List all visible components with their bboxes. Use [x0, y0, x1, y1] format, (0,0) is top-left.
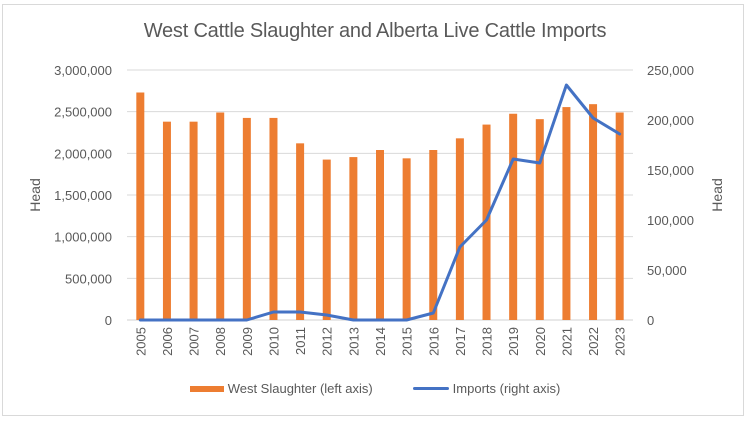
bar — [535, 119, 544, 321]
bar — [589, 104, 598, 321]
y-tick-label: 0 — [105, 313, 112, 328]
x-tick-label: 2010 — [266, 327, 281, 356]
y-tick-label: 2,000,000 — [54, 146, 112, 161]
y-axis-right-title: Head — [709, 178, 725, 211]
bar — [349, 157, 358, 320]
bar — [429, 150, 438, 320]
bar — [189, 121, 198, 321]
y-right-tick-label: 100,000 — [647, 213, 694, 228]
bar-series-west-slaughter — [136, 92, 624, 321]
x-tick-label: 2014 — [373, 327, 388, 356]
bar — [322, 159, 331, 320]
x-tick-label: 2022 — [586, 327, 601, 356]
x-tick-label: 2008 — [213, 327, 228, 356]
y-tick-label: 1,000,000 — [54, 230, 112, 245]
legend-label: Imports (right axis) — [452, 381, 561, 396]
y-tick-label: 3,000,000 — [54, 63, 112, 78]
bar — [269, 117, 278, 321]
x-tick-label: 2013 — [346, 327, 361, 356]
bar — [509, 113, 518, 320]
x-axis-ticks: 2005 2006 2007 2008 2009 2010 2011 2012 2013 2014… — [133, 327, 627, 356]
bar — [482, 124, 491, 320]
bar — [162, 121, 171, 321]
legend-label: West Slaughter (left axis) — [227, 381, 373, 396]
x-tick-label: 2017 — [453, 327, 468, 356]
bar — [242, 117, 251, 321]
x-tick-label: 2018 — [480, 327, 495, 356]
x-tick-label: 2019 — [506, 327, 521, 356]
x-tick-label: 2005 — [133, 327, 148, 356]
bar — [136, 92, 145, 320]
bar — [376, 150, 384, 320]
bar — [402, 158, 411, 320]
x-tick-label: 2021 — [559, 327, 574, 356]
x-tick-label: 2020 — [533, 327, 548, 356]
x-tick-label: 2015 — [400, 327, 415, 356]
y-axis-left-title: Head — [27, 178, 43, 211]
y-right-tick-label: 250,000 — [647, 63, 694, 78]
bar — [455, 138, 464, 320]
line-swatch-icon — [412, 387, 449, 390]
y-right-tick-label: 50,000 — [647, 263, 687, 278]
bar-swatch-icon — [189, 385, 224, 392]
x-tick-label: 2011 — [293, 327, 308, 355]
y-right-tick-label: 0 — [647, 313, 654, 328]
y-tick-label: 1,500,000 — [54, 188, 112, 203]
y-axis-right-ticks: 0 50,000 100,000 150,000 200,000 250,000 — [647, 63, 694, 328]
y-axis-left-ticks: 0 500,000 1,000,000 1,500,000 2,000,000 2,500… — [54, 63, 112, 328]
x-tick-label: 2023 — [613, 327, 628, 356]
line-series-imports — [138, 83, 622, 322]
x-tick-label: 2012 — [320, 327, 335, 356]
y-right-tick-label: 150,000 — [647, 163, 694, 178]
bar — [296, 143, 305, 320]
y-tick-label: 500,000 — [65, 271, 112, 286]
y-tick-label: 2,500,000 — [54, 105, 112, 120]
x-tick-label: 2009 — [240, 327, 255, 356]
x-tick-label: 2007 — [187, 327, 202, 356]
legend-item-imports: Imports (right axis) — [412, 381, 561, 396]
x-tick-label: 2006 — [160, 327, 175, 356]
bar — [216, 112, 225, 320]
bar — [562, 107, 571, 320]
legend-item-west-slaughter: West Slaughter (left axis) — [189, 381, 373, 396]
legend: West Slaughter (left axis) Imports (righ… — [0, 381, 750, 396]
bar — [615, 112, 624, 320]
y-right-tick-label: 200,000 — [647, 113, 694, 128]
x-tick-label: 2016 — [426, 327, 441, 356]
chart-title: West Cattle Slaughter and Alberta Live C… — [143, 20, 607, 42]
